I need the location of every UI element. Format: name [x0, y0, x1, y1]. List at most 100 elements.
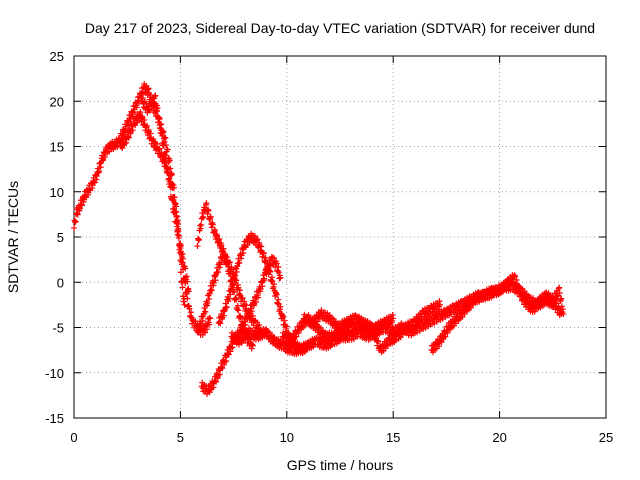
y-tick-label: -15 [45, 411, 64, 426]
data-point [461, 311, 468, 318]
data-point [226, 259, 233, 266]
data-point [207, 213, 214, 220]
data-point [560, 310, 567, 317]
data-point [167, 183, 174, 190]
data-point [125, 134, 132, 141]
data-point [202, 308, 209, 315]
data-point [208, 287, 215, 294]
data-point [280, 314, 287, 321]
data-point [135, 99, 142, 106]
data-point [78, 202, 85, 209]
y-axis-label: SDTVAR / TECUs [5, 181, 21, 293]
data-layer [71, 80, 567, 398]
data-point [164, 146, 171, 153]
data-point [236, 260, 243, 267]
data-point [522, 294, 529, 301]
data-point [219, 365, 226, 372]
x-tick-label: 15 [386, 430, 400, 445]
data-point [160, 142, 167, 149]
data-point [198, 221, 205, 228]
data-point [217, 320, 224, 327]
data-point [156, 145, 163, 152]
data-point [249, 312, 256, 319]
data-point [177, 242, 184, 249]
data-point [264, 260, 271, 267]
data-point [452, 320, 459, 327]
data-point [230, 281, 237, 288]
data-point [249, 342, 256, 349]
data-point [196, 328, 203, 335]
data-point [233, 268, 240, 275]
data-point [137, 109, 144, 116]
data-point [119, 145, 126, 152]
data-point [207, 315, 214, 322]
data-point [311, 318, 318, 325]
data-point [180, 293, 187, 300]
data-point [213, 378, 220, 385]
data-point [273, 260, 280, 267]
data-point [198, 320, 205, 327]
data-point [211, 226, 218, 233]
data-point [200, 214, 207, 221]
data-point [156, 115, 163, 122]
data-point [214, 232, 221, 239]
data-point [275, 263, 282, 270]
data-point [206, 296, 213, 303]
data-point [131, 109, 138, 116]
data-point [154, 104, 161, 111]
data-point [96, 168, 103, 175]
data-point [515, 282, 522, 289]
data-point [533, 305, 540, 312]
data-point [182, 265, 189, 272]
data-point [277, 274, 284, 281]
y-tick-label: 5 [57, 230, 64, 245]
data-point [501, 286, 508, 293]
data-point [233, 296, 240, 303]
data-point [231, 289, 238, 296]
data-point [375, 337, 382, 344]
y-tick-label: 15 [50, 140, 64, 155]
data-point [215, 269, 222, 276]
data-point [225, 351, 232, 358]
data-point [227, 291, 234, 298]
data-point [390, 315, 397, 322]
data-point [194, 243, 201, 250]
data-point [437, 301, 444, 308]
data-point [558, 303, 565, 310]
data-point [295, 330, 302, 337]
data-point [218, 241, 225, 248]
data-point [158, 121, 165, 128]
data-point [74, 211, 81, 218]
data-point [512, 273, 519, 280]
data-point [435, 343, 442, 350]
data-point [185, 288, 192, 295]
data-point [556, 284, 563, 291]
data-point [229, 344, 236, 351]
data-point [237, 314, 244, 321]
data-point [139, 94, 146, 101]
y-tick-label: 0 [57, 275, 64, 290]
data-point [273, 291, 280, 298]
data-point [203, 200, 210, 207]
data-point [71, 224, 77, 231]
data-point [275, 269, 282, 276]
data-point [205, 207, 212, 214]
data-point [181, 301, 188, 308]
data-point [188, 309, 195, 316]
data-point [239, 295, 246, 302]
x-tick-label: 10 [280, 430, 294, 445]
data-point [171, 209, 178, 216]
data-point [260, 250, 267, 257]
data-point [184, 295, 191, 302]
data-point [267, 268, 274, 275]
x-axis-label: GPS time / hours [287, 457, 394, 473]
data-point [209, 221, 216, 228]
data-point [178, 279, 185, 286]
data-point [258, 243, 265, 250]
data-point [269, 278, 276, 285]
data-point [242, 321, 249, 328]
data-point [201, 329, 208, 336]
y-tick-label: 20 [50, 94, 64, 109]
data-point [196, 236, 203, 243]
data-point [438, 339, 445, 346]
